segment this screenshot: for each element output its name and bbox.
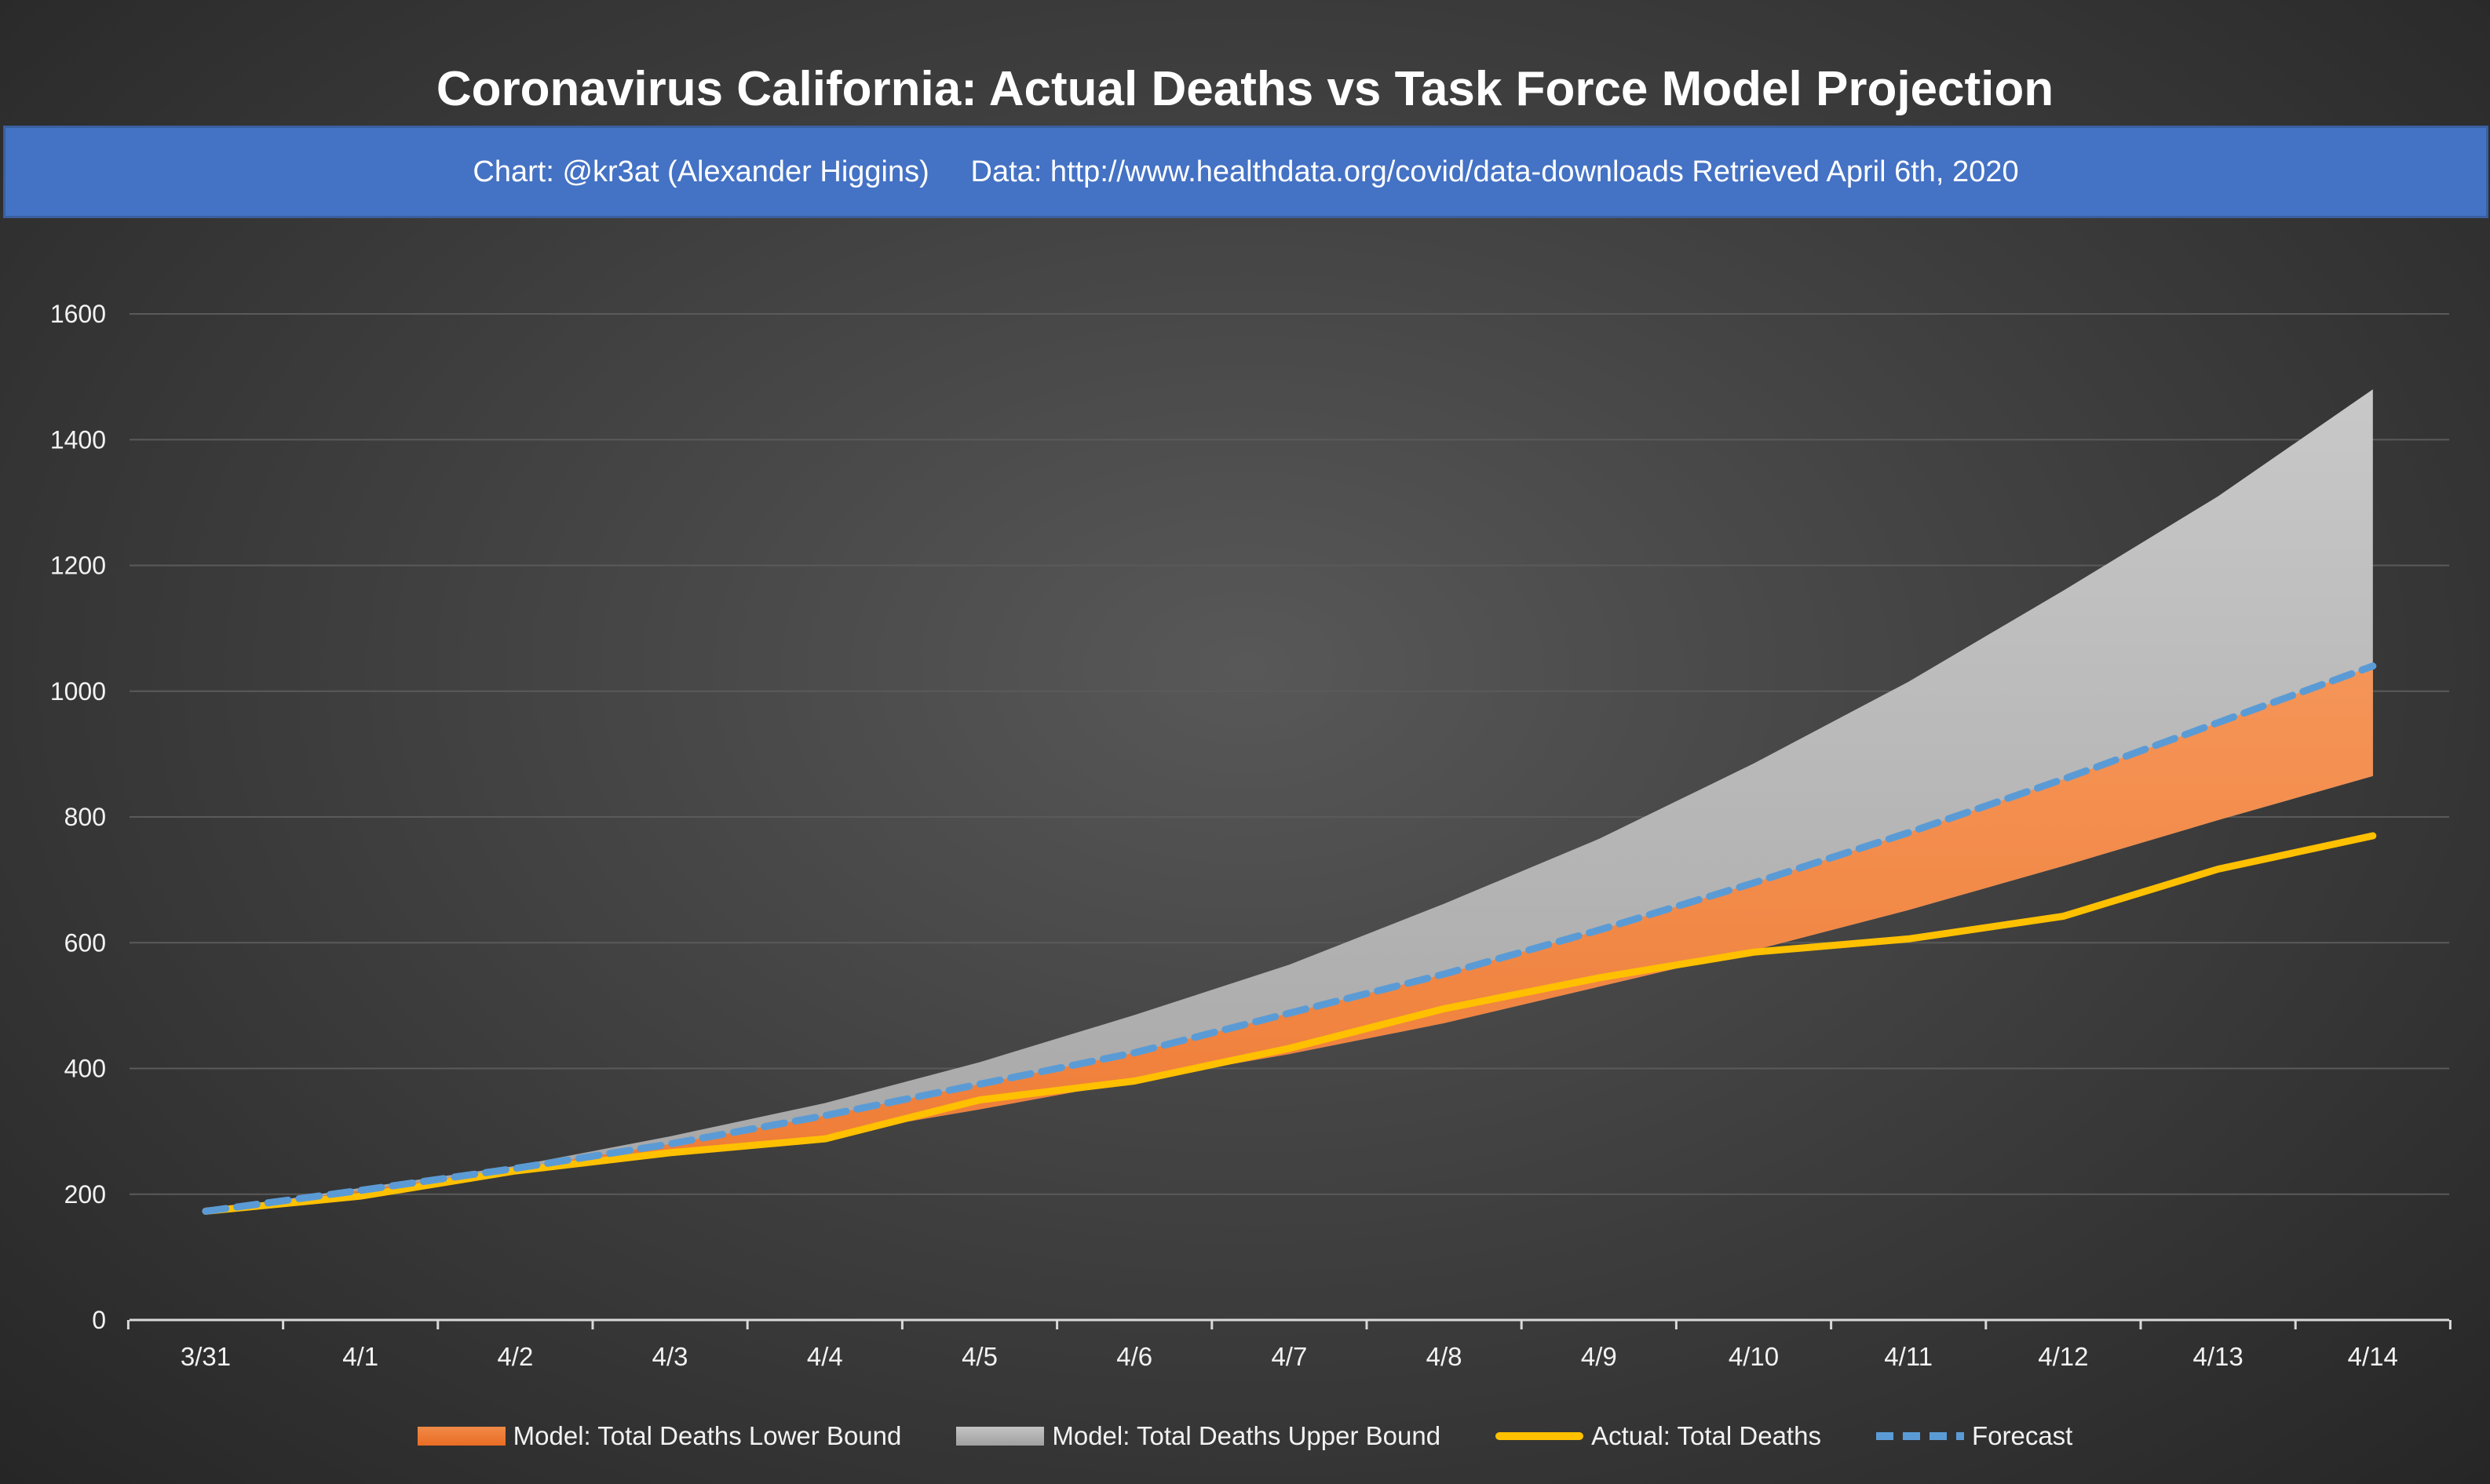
x-tick-label-4-11: 4/11 [1884, 1342, 1933, 1371]
x-tick-label-4-13: 4/13 [2192, 1342, 2243, 1371]
x-tick-label-4-12: 4/12 [2038, 1342, 2088, 1371]
x-tick-label-4-5: 4/5 [962, 1342, 998, 1371]
legend-swatch-actual [1495, 1432, 1584, 1440]
y-tick-label-800: 800 [64, 803, 106, 831]
legend-swatch-forecast [1875, 1432, 1964, 1440]
axes [126, 1318, 2452, 1329]
legend-item-upper-bound: Model: Total Deaths Upper Bound [956, 1421, 1440, 1451]
legend-label-actual: Actual: Total Deaths [1591, 1421, 1821, 1450]
legend-item-lower-bound: Model: Total Deaths Lower Bound [417, 1421, 902, 1451]
y-tick-label-0: 0 [92, 1306, 106, 1334]
chart-title: Coronavirus California: Actual Deaths vs… [436, 62, 2054, 116]
x-tick-label-4-8: 4/8 [1426, 1342, 1462, 1371]
y-tick-label-600: 600 [64, 928, 106, 957]
y-tick-label-1000: 1000 [50, 677, 106, 706]
legend-label-lower-bound: Model: Total Deaths Lower Bound [513, 1421, 902, 1450]
area-series [206, 389, 2373, 1212]
tick-labels: 0 200 400 600 800 1000 1200 1400 1600 3/31 4/1 4/2 4… [50, 300, 2398, 1371]
x-tick-label-4-6: 4/6 [1116, 1342, 1152, 1371]
x-tick-label-4-4: 4/4 [807, 1342, 843, 1371]
legend-item-forecast: Forecast [1875, 1421, 2073, 1451]
subtitle-banner: Chart: @kr3at (Alexander Higgins) Data: … [3, 126, 2488, 218]
x-tick-label-4-3: 4/3 [652, 1342, 688, 1371]
y-tick-label-1600: 1600 [50, 300, 106, 328]
y-tick-label-1400: 1400 [50, 425, 106, 454]
x-tick-label-4-10: 4/10 [1729, 1342, 1779, 1371]
legend-swatch-upper-bound [956, 1427, 1045, 1446]
x-tick-label-3-31: 3/31 [181, 1342, 231, 1371]
legend: Model: Total Deaths Lower Bound Model: T… [0, 1413, 2490, 1460]
y-tick-label-200: 200 [64, 1180, 106, 1209]
y-tick-label-400: 400 [64, 1055, 106, 1083]
x-tick-label-4-2: 4/2 [497, 1342, 533, 1371]
x-tick-label-4-14: 4/14 [2348, 1342, 2398, 1371]
y-tick-label-1200: 1200 [50, 552, 106, 580]
x-tick-label-4-9: 4/9 [1581, 1342, 1617, 1371]
legend-item-actual: Actual: Total Deaths [1495, 1421, 1821, 1451]
x-tick-label-4-7: 4/7 [1271, 1342, 1307, 1371]
legend-label-upper-bound: Model: Total Deaths Upper Bound [1052, 1421, 1441, 1450]
x-tick-label-4-1: 4/1 [342, 1342, 378, 1371]
legend-swatch-lower-bound [417, 1427, 506, 1446]
line-series [202, 662, 2377, 1215]
legend-label-forecast: Forecast [1971, 1421, 2073, 1450]
